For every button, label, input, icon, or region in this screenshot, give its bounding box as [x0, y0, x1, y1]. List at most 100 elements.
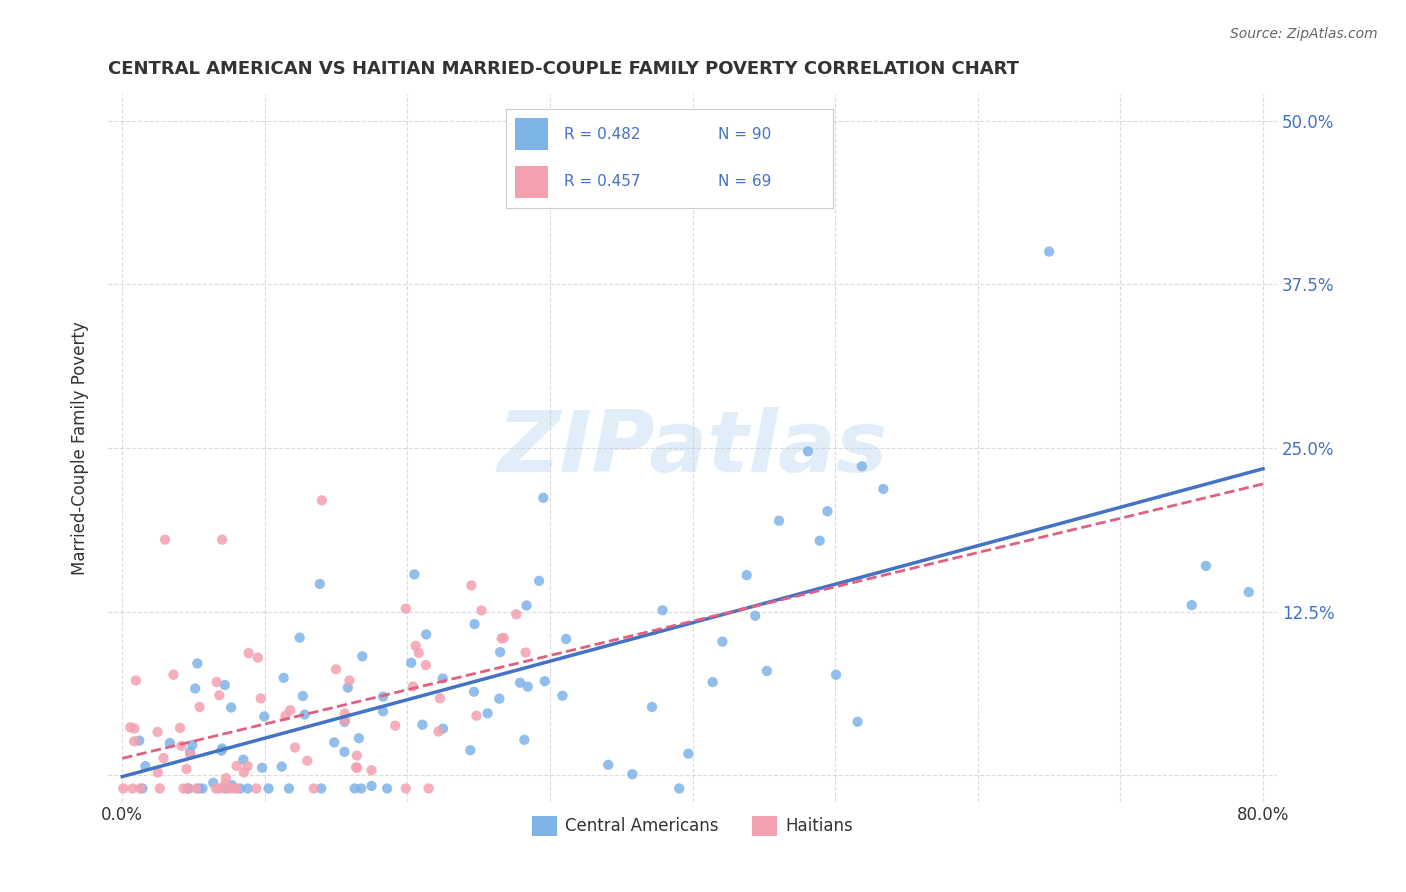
Haitians — [169, 721, 191, 735]
Haitians — [129, 781, 152, 796]
Central Americans — [851, 459, 873, 474]
Text: ZIPatlas: ZIPatlas — [498, 407, 887, 490]
Central Americans — [825, 668, 848, 682]
Haitians — [274, 709, 297, 723]
Central Americans — [333, 714, 356, 729]
Central Americans — [872, 482, 894, 496]
Central Americans — [250, 761, 273, 775]
Central Americans — [191, 781, 214, 796]
Haitians — [149, 781, 172, 796]
Haitians — [297, 754, 319, 768]
Central Americans — [232, 753, 254, 767]
Haitians — [325, 662, 347, 676]
Haitians — [214, 777, 236, 791]
Central Americans — [404, 567, 426, 582]
Haitians — [429, 691, 451, 706]
Haitians — [125, 673, 148, 688]
Central Americans — [477, 706, 499, 721]
Central Americans — [710, 192, 733, 206]
Central Americans — [128, 733, 150, 747]
Haitians — [346, 748, 368, 763]
Haitians — [402, 680, 425, 694]
Haitians — [415, 658, 437, 673]
Haitians — [302, 781, 325, 796]
Haitians — [360, 763, 382, 777]
Haitians — [405, 639, 427, 653]
Haitians — [225, 759, 247, 773]
Central Americans — [253, 709, 276, 723]
Central Americans — [350, 781, 373, 796]
Haitians — [249, 691, 271, 706]
Central Americans — [347, 731, 370, 746]
Central Americans — [352, 649, 374, 664]
Haitians — [284, 740, 307, 755]
Central Americans — [371, 704, 394, 718]
Central Americans — [186, 657, 208, 671]
Central Americans — [221, 778, 243, 792]
Haitians — [470, 603, 492, 617]
Central Americans — [187, 781, 209, 796]
Haitians — [146, 725, 169, 739]
Central Americans — [711, 634, 734, 648]
Central Americans — [641, 700, 664, 714]
Haitians — [278, 703, 301, 717]
Central Americans — [808, 533, 831, 548]
Central Americans — [211, 741, 233, 756]
Haitians — [211, 533, 233, 547]
Haitians — [112, 781, 135, 796]
Central Americans — [432, 722, 454, 736]
Central Americans — [360, 779, 382, 793]
Haitians — [346, 761, 368, 775]
Central Americans — [516, 680, 538, 694]
Haitians — [217, 781, 239, 796]
Central Americans — [159, 736, 181, 750]
Central Americans — [291, 689, 314, 703]
Central Americans — [211, 744, 233, 758]
Haitians — [173, 781, 195, 796]
Central Americans — [598, 757, 620, 772]
Central Americans — [323, 735, 346, 749]
Central Americans — [651, 603, 673, 617]
Central Americans — [375, 781, 398, 796]
Central Americans — [214, 678, 236, 692]
Haitians — [188, 700, 211, 714]
Central Americans — [668, 781, 690, 796]
Haitians — [339, 673, 361, 688]
Central Americans — [1237, 585, 1260, 599]
Central Americans — [371, 690, 394, 704]
Haitians — [170, 739, 193, 753]
Central Americans — [555, 632, 578, 646]
Central Americans — [278, 781, 301, 796]
Central Americans — [678, 747, 700, 761]
Central Americans — [846, 714, 869, 729]
Central Americans — [531, 491, 554, 505]
Haitians — [236, 759, 259, 773]
Central Americans — [257, 781, 280, 796]
Central Americans — [817, 504, 839, 518]
Haitians — [176, 781, 198, 796]
Haitians — [205, 675, 228, 690]
Haitians — [205, 781, 228, 796]
Haitians — [515, 646, 537, 660]
Central Americans — [702, 675, 724, 690]
Haitians — [146, 765, 169, 780]
Haitians — [384, 719, 406, 733]
Central Americans — [308, 577, 330, 591]
Haitians — [460, 578, 482, 592]
Central Americans — [527, 574, 550, 588]
Central Americans — [509, 675, 531, 690]
Central Americans — [179, 745, 201, 759]
Central Americans — [333, 745, 356, 759]
Central Americans — [432, 672, 454, 686]
Haitians — [186, 781, 208, 796]
Haitians — [153, 533, 176, 547]
Haitians — [344, 760, 367, 774]
Haitians — [246, 650, 269, 665]
Haitians — [333, 714, 356, 728]
Haitians — [215, 771, 238, 785]
Central Americans — [489, 645, 512, 659]
Haitians — [395, 601, 418, 615]
Central Americans — [214, 781, 236, 796]
Central Americans — [270, 759, 292, 773]
Central Americans — [219, 700, 242, 714]
